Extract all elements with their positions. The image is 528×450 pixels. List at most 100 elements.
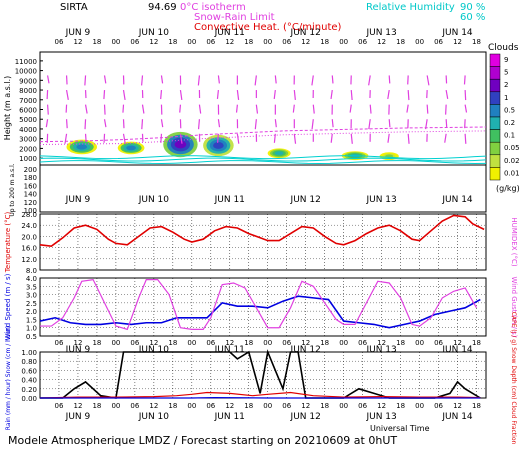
hour-tick-label: 18 bbox=[92, 402, 101, 410]
wind-arrow bbox=[84, 75, 87, 86]
wind-arrow bbox=[330, 89, 333, 100]
hour-tick-label: 18 bbox=[244, 339, 253, 347]
cloud-colorbar-cell bbox=[489, 154, 501, 168]
y-tick-label: 0.60 bbox=[21, 367, 37, 375]
cloud-colorbar-cell bbox=[489, 141, 501, 156]
hour-tick-label: 00 bbox=[339, 38, 348, 46]
wind-arrow bbox=[293, 133, 297, 144]
y-tick-label: 1.00 bbox=[21, 349, 37, 357]
wind-arrow bbox=[160, 133, 163, 143]
wind-arrow bbox=[160, 75, 164, 84]
wind-arrow bbox=[254, 119, 257, 130]
y-tick-label: 12.0 bbox=[21, 256, 37, 264]
rain-axis-label: Rain (mm / hour) Snow (cm / hour) bbox=[5, 326, 12, 430]
hour-tick-label: 12 bbox=[453, 402, 462, 410]
wind-arrow bbox=[388, 119, 391, 128]
wind-arrow bbox=[84, 133, 87, 142]
wind-arrow bbox=[198, 104, 202, 114]
hour-tick-label: 12 bbox=[73, 38, 82, 46]
wind-arrow bbox=[65, 119, 68, 129]
hour-tick-label: 18 bbox=[244, 402, 253, 410]
height-tick-label: 5000 bbox=[19, 116, 37, 124]
wind-arrow bbox=[388, 75, 391, 84]
hour-tick-label: 18 bbox=[92, 38, 101, 46]
day-label: JUN 9 bbox=[65, 195, 91, 205]
height-tick-label: 3000 bbox=[19, 136, 37, 144]
cloud-colorbar-label: 0.02 bbox=[504, 157, 520, 165]
cloud-colorbar-cell bbox=[489, 116, 501, 130]
series-line bbox=[39, 214, 485, 248]
wind-arrow bbox=[274, 119, 277, 128]
hour-tick-label: 06 bbox=[55, 402, 64, 410]
wind-arrow bbox=[368, 75, 371, 86]
wind-arrow bbox=[141, 75, 144, 86]
chart-layer: 1100010000900080007000600050004000300020… bbox=[3, 28, 520, 445]
y-tick-label: 28.0 bbox=[21, 211, 37, 219]
wind-arrow bbox=[254, 75, 257, 86]
y-tick-label: 0.00 bbox=[21, 395, 37, 403]
hour-tick-label: 12 bbox=[377, 402, 386, 410]
wind-arrow bbox=[84, 104, 88, 114]
clouds-label: Clouds bbox=[488, 43, 519, 53]
cloud-colorbar-cell bbox=[489, 66, 501, 80]
y-tick-label: 0.20 bbox=[21, 386, 37, 394]
hour-tick-label: 18 bbox=[320, 402, 329, 410]
wind-arrow bbox=[387, 133, 390, 143]
cloud-colorbar-label: 9 bbox=[504, 56, 508, 64]
hour-tick-label: 06 bbox=[206, 38, 215, 46]
wind-arrow bbox=[235, 104, 238, 113]
wind-arrow bbox=[445, 119, 448, 128]
hour-tick-label: 06 bbox=[282, 339, 291, 347]
hour-tick-label: 12 bbox=[453, 38, 462, 46]
wind-arrow bbox=[141, 119, 144, 130]
hour-tick-label: 06 bbox=[434, 402, 443, 410]
day-label: JUN 11 bbox=[214, 412, 245, 422]
hour-tick-label: 18 bbox=[472, 38, 481, 46]
wind-arrow bbox=[311, 119, 314, 130]
wind-arrow bbox=[463, 75, 466, 85]
wind-arrow bbox=[103, 119, 107, 128]
wind-arrow bbox=[217, 119, 221, 128]
y-tick-label: 3.5 bbox=[26, 283, 37, 291]
hour-tick-label: 00 bbox=[415, 402, 424, 410]
hour-tick-label: 00 bbox=[415, 339, 424, 347]
hour-tick-label: 18 bbox=[320, 339, 329, 347]
wind-arrow bbox=[312, 104, 315, 114]
series-line bbox=[39, 295, 481, 329]
y-tick-label: 24.0 bbox=[21, 222, 37, 230]
wind-arrow bbox=[292, 104, 295, 113]
wind-arrow bbox=[464, 104, 468, 113]
day-label: JUN 11 bbox=[214, 195, 245, 205]
wind-arrow bbox=[311, 75, 314, 86]
wind-arrow bbox=[160, 119, 164, 128]
day-label: JUN 10 bbox=[138, 195, 170, 205]
hour-tick-label: 00 bbox=[263, 402, 272, 410]
y-tick-label: 0.40 bbox=[21, 377, 37, 385]
hour-tick-label: 00 bbox=[187, 38, 196, 46]
wind-arrow bbox=[65, 89, 69, 100]
wind-arrow bbox=[293, 89, 296, 101]
day-label: JUN 9 bbox=[65, 28, 91, 38]
wind-arrow bbox=[197, 75, 201, 86]
hour-tick-label: 18 bbox=[168, 402, 177, 410]
cloud-colorbar-label: 1 bbox=[504, 94, 508, 102]
height-tick-label: 1000 bbox=[19, 155, 37, 163]
day-label: JUN 13 bbox=[365, 345, 396, 355]
cloud-colorbar-label: 0.1 bbox=[504, 132, 515, 140]
day-label: JUN 12 bbox=[290, 195, 321, 205]
hour-tick-label: 12 bbox=[225, 402, 234, 410]
hour-tick-label: 06 bbox=[358, 339, 367, 347]
y-tick-label: 2.0 bbox=[26, 308, 37, 316]
hour-tick-label: 00 bbox=[415, 38, 424, 46]
y-tick-label: 4.0 bbox=[26, 275, 37, 283]
hour-tick-label: 18 bbox=[168, 339, 177, 347]
wind-gust-axis-label: Wind Gust (m / s) bbox=[510, 276, 518, 337]
humidity-contour bbox=[39, 155, 487, 160]
low-height-tick-label: 160 bbox=[24, 182, 37, 190]
y-tick-label: 3.0 bbox=[26, 292, 37, 300]
wind-arrow bbox=[64, 133, 68, 144]
hour-tick-label: 06 bbox=[130, 402, 139, 410]
cloud-layer bbox=[174, 140, 187, 149]
hour-tick-label: 00 bbox=[263, 339, 272, 347]
isotherm-line bbox=[39, 126, 487, 143]
